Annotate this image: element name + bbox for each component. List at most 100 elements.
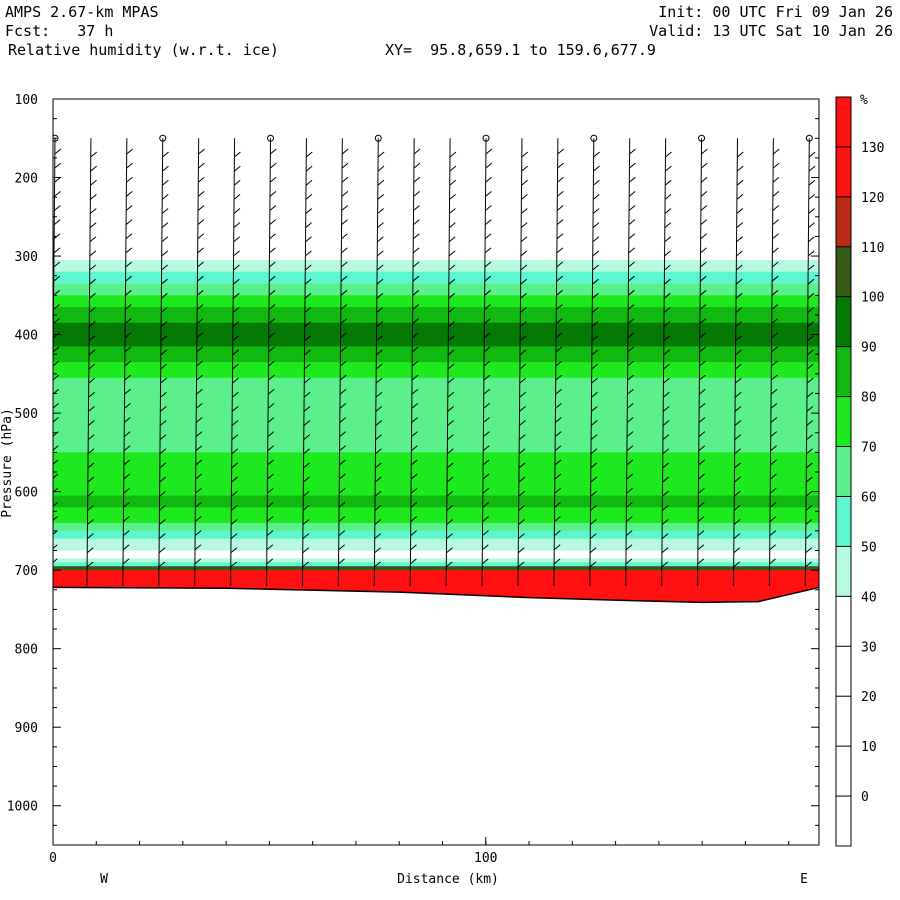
wind-barb xyxy=(86,138,98,586)
rh-band xyxy=(53,181,819,186)
colorbar-label: 100 xyxy=(861,291,884,306)
rh-band xyxy=(53,405,819,410)
rh-band xyxy=(53,212,819,218)
rh-band xyxy=(53,499,819,505)
colorbar-segment xyxy=(836,496,851,547)
rh-band xyxy=(53,428,819,434)
colorbar-frame xyxy=(835,96,852,847)
colorbar-label: 10 xyxy=(861,740,877,755)
calm-circle xyxy=(482,134,490,142)
rh-band xyxy=(53,468,819,473)
rh-band xyxy=(53,157,819,163)
rh-band xyxy=(53,456,819,461)
rh-band xyxy=(53,472,819,477)
wind-barb-column xyxy=(661,138,672,586)
wind-barb-column xyxy=(732,138,744,586)
wind-barb xyxy=(53,138,62,564)
wind-barb xyxy=(768,138,780,586)
rh-band xyxy=(53,248,819,253)
colorbar-segment xyxy=(836,246,851,297)
y-tick-label: 200 xyxy=(15,172,38,187)
colorbar-label: 130 xyxy=(861,141,884,156)
rh-band xyxy=(53,554,819,559)
rh-band xyxy=(53,397,819,402)
rh-band xyxy=(53,311,819,316)
rh-band xyxy=(53,495,819,501)
rh-band xyxy=(53,464,819,469)
rh-band xyxy=(53,275,819,281)
colorbar-unit: % xyxy=(860,93,868,108)
rh-band xyxy=(53,185,819,190)
wind-barb-column xyxy=(517,138,529,586)
rh-band xyxy=(53,330,819,336)
rh-band xyxy=(53,216,819,222)
rh-band xyxy=(53,153,819,159)
y-tick-label: 400 xyxy=(15,329,38,344)
init-time: Init: 00 UTC Fri 09 Jan 26 xyxy=(658,3,893,21)
wind-barb xyxy=(373,138,385,586)
rh-band xyxy=(53,271,819,277)
colorbar-label: 90 xyxy=(861,341,877,356)
rh-band xyxy=(53,354,819,359)
forecast-hour: Fcst: 37 h xyxy=(5,22,114,40)
wind-barb xyxy=(337,138,349,586)
rh-band xyxy=(53,448,819,453)
calm-circle xyxy=(374,134,382,142)
wind-barb-column xyxy=(301,138,313,586)
wind-barb-column xyxy=(158,134,169,586)
colorbar-label: 0 xyxy=(861,790,869,805)
rh-band xyxy=(53,232,819,238)
calm-circle xyxy=(805,134,813,142)
wind-barb xyxy=(517,138,529,586)
rh-band xyxy=(53,507,819,512)
wind-barb xyxy=(625,138,636,586)
rh-band xyxy=(53,491,819,497)
rh-band xyxy=(53,358,819,363)
wind-barb xyxy=(122,138,134,586)
rh-band xyxy=(53,326,819,332)
rh-band xyxy=(53,385,819,391)
wind-barb-column xyxy=(804,134,816,586)
model-name: AMPS 2.67-km MPAS xyxy=(5,3,159,21)
rh-band xyxy=(53,585,819,591)
rh-band xyxy=(53,578,819,583)
y-tick-label: 600 xyxy=(15,486,38,501)
calm-circle xyxy=(267,134,275,142)
wind-barb-column xyxy=(86,138,98,586)
rh-band xyxy=(53,173,819,179)
rh-band xyxy=(53,377,819,383)
terrain-mask xyxy=(53,587,819,845)
colorbar-segment xyxy=(836,446,851,497)
rh-band xyxy=(53,295,819,300)
rh-band xyxy=(53,381,819,387)
colorbar-segment xyxy=(836,296,851,347)
rh-band xyxy=(53,256,819,261)
wind-barb-column xyxy=(53,134,62,564)
colorbar-segment xyxy=(836,196,851,247)
rh-band xyxy=(53,562,819,567)
rh-band xyxy=(53,126,819,132)
rh-band xyxy=(53,259,819,265)
rh-band xyxy=(53,452,819,457)
wind-barb-column xyxy=(553,138,565,586)
rh-band xyxy=(53,220,819,226)
y-tick-label: 300 xyxy=(15,250,38,265)
colorbar-segment xyxy=(836,97,851,147)
rh-band xyxy=(53,460,819,465)
rh-band xyxy=(53,165,819,171)
wind-barb-column xyxy=(768,138,780,586)
rh-band xyxy=(53,150,819,155)
rh-band xyxy=(53,479,819,485)
rh-band xyxy=(53,318,819,324)
calm-circle xyxy=(590,134,598,142)
rh-band xyxy=(53,503,819,508)
wind-barb-column xyxy=(697,134,708,586)
wind-barb-column xyxy=(625,138,636,586)
wind-barb-column xyxy=(409,138,421,586)
rh-band xyxy=(53,189,819,194)
y-tick-label: 1000 xyxy=(7,800,38,815)
rh-band xyxy=(53,228,819,234)
calm-circle xyxy=(159,134,167,142)
rh-band xyxy=(53,581,819,587)
